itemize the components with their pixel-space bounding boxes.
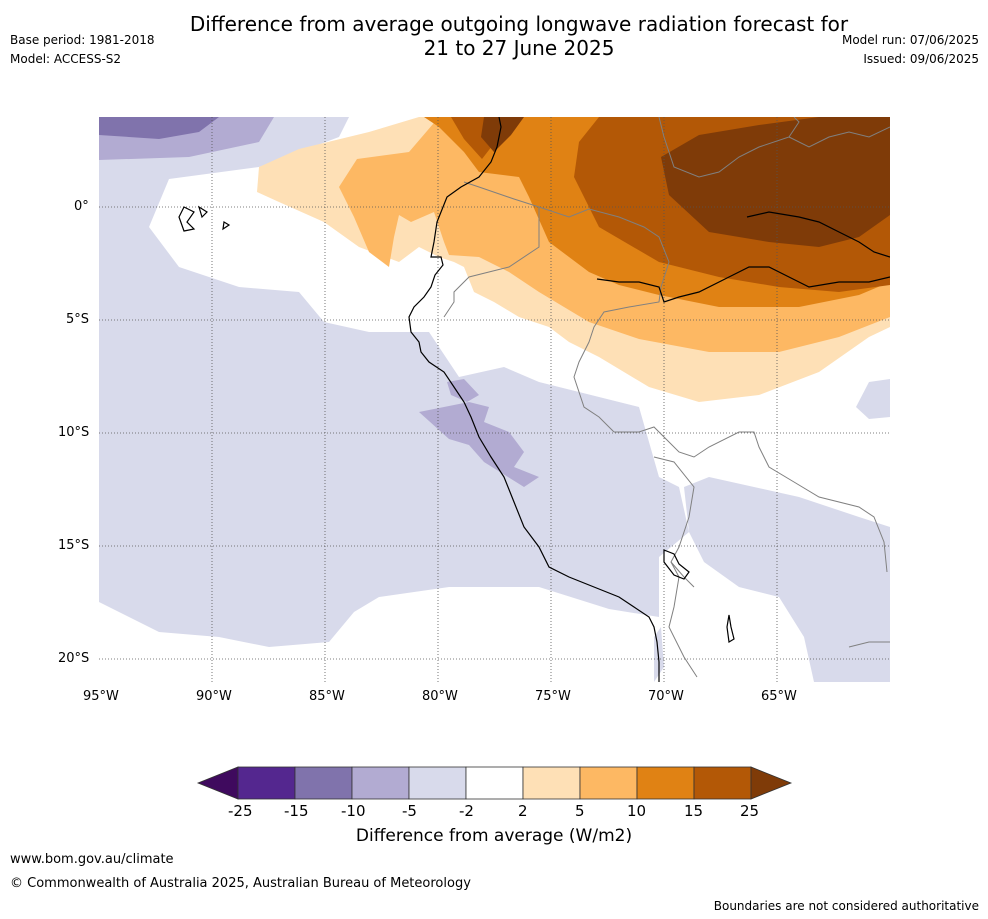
colorbar-swatch <box>351 766 410 800</box>
anomaly-contours <box>99 117 890 682</box>
colorbar-tick: 10 <box>627 802 647 820</box>
base-period: Base period: 1981-2018 <box>10 33 155 47</box>
colorbar-tick: 25 <box>740 802 760 820</box>
issued-date: Issued: 09/06/2025 <box>863 52 979 66</box>
coastlines <box>178 117 890 682</box>
website-link[interactable]: www.bom.gov.au/climate <box>10 852 174 867</box>
colorbar-swatch <box>636 766 695 800</box>
olr-anomaly-map <box>99 117 890 682</box>
colorbar <box>196 766 793 800</box>
lon-label: 85°W <box>309 689 345 704</box>
chart-title: Difference from average outgoing longwav… <box>189 12 849 60</box>
graticule <box>99 117 890 682</box>
lat-label: 5°S <box>66 312 90 327</box>
colorbar-swatch <box>693 766 752 800</box>
colorbar-tick: -10 <box>341 802 366 820</box>
model-run-date: Model run: 07/06/2025 <box>841 33 979 47</box>
model-name: Model: ACCESS-S2 <box>10 52 122 66</box>
lon-label: 95°W <box>83 689 119 704</box>
lat-label: 15°S <box>58 538 90 553</box>
lat-label: 20°S <box>58 651 90 666</box>
colorbar-tick: 5 <box>575 802 585 820</box>
colorbar-tick: -25 <box>228 802 253 820</box>
boundaries-disclaimer: Boundaries are not considered authoritat… <box>713 899 979 913</box>
colorbar-extend-low <box>196 766 239 800</box>
country-borders <box>443 117 890 678</box>
colorbar-tick: 15 <box>684 802 704 820</box>
colorbar-swatch <box>522 766 581 800</box>
colorbar-ticks: -25 -15 -10 -5 -2 2 5 10 15 25 <box>0 802 988 820</box>
lon-label: 80°W <box>422 689 458 704</box>
colorbar-swatch <box>465 766 524 800</box>
lat-label: 0° <box>74 199 89 214</box>
colorbar-swatch <box>408 766 467 800</box>
colorbar-tick: 2 <box>518 802 528 820</box>
lon-label: 70°W <box>648 689 684 704</box>
colorbar-tick: -2 <box>459 802 474 820</box>
colorbar-swatch <box>237 766 296 800</box>
lon-label: 90°W <box>196 689 232 704</box>
colorbar-label: Difference from average (W/m2) <box>355 826 633 846</box>
copyright-notice: © Commonwealth of Australia 2025, Austra… <box>10 876 471 891</box>
colorbar-tick: -5 <box>402 802 417 820</box>
lat-label: 10°S <box>58 425 90 440</box>
colorbar-extend-high <box>750 766 793 800</box>
lon-label: 75°W <box>535 689 571 704</box>
colorbar-tick: -15 <box>284 802 309 820</box>
lon-label: 65°W <box>761 689 797 704</box>
colorbar-swatch <box>294 766 353 800</box>
colorbar-swatch <box>579 766 638 800</box>
